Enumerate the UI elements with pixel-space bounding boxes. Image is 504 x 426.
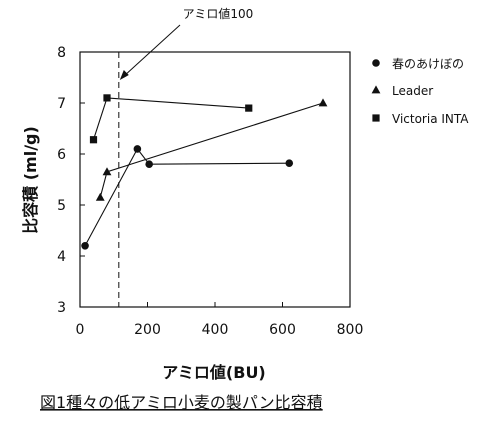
y-tick-label: 5: [57, 198, 66, 214]
data-point-2: [245, 104, 253, 112]
series-line-2: [92, 97, 249, 140]
series-line-0: [84, 147, 290, 247]
x-tick-label: 200: [134, 322, 161, 338]
legend-label-1: Leader: [392, 84, 433, 98]
legend-marker-2: [372, 114, 380, 122]
data-point-0: [81, 242, 89, 250]
data-point-2: [103, 94, 111, 102]
annotation-arrow-head: [119, 70, 129, 80]
x-tick-label: 0: [76, 322, 85, 338]
y-tick-label: 7: [57, 96, 66, 112]
x-tick-label: 400: [202, 322, 229, 338]
x-axis-title: アミロ値(BU): [162, 363, 266, 382]
legend-marker-1: [371, 85, 381, 94]
y-ticks: 3 4 5 6 7 8: [57, 45, 85, 316]
data-point-0: [285, 159, 294, 167]
data-point-0: [133, 145, 142, 153]
figure-caption: 図1種々の低アミロ小麦の製パン比容積: [40, 393, 323, 412]
legend-marker-0: [372, 59, 380, 67]
series-group: [81, 94, 328, 250]
y-axis-title: 比容積 (ml/g): [21, 126, 40, 234]
x-tick-label: 800: [337, 322, 364, 338]
data-point-0: [145, 160, 153, 168]
data-point-1: [95, 192, 105, 201]
legend-label-0: 春のあけぼの: [392, 57, 464, 71]
legend-label-2: Victoria INTA: [392, 112, 469, 126]
series-line-1: [99, 102, 324, 198]
reference-group: アミロ値100: [118, 6, 254, 307]
y-tick-label: 4: [57, 249, 66, 265]
y-tick-label: 6: [57, 147, 66, 163]
y-tick-label: 3: [57, 300, 66, 316]
x-ticks: 0 200 400 600 800: [76, 302, 364, 338]
data-point-1: [318, 98, 328, 107]
data-point-1: [102, 167, 112, 176]
annotation-arrow-line: [121, 24, 181, 79]
data-point-2: [89, 136, 98, 144]
y-tick-label: 8: [57, 45, 66, 61]
legend: 春のあけぼの Leader Victoria INTA: [371, 57, 469, 126]
x-tick-label: 600: [269, 322, 296, 338]
reference-label: アミロ値100: [183, 6, 254, 21]
